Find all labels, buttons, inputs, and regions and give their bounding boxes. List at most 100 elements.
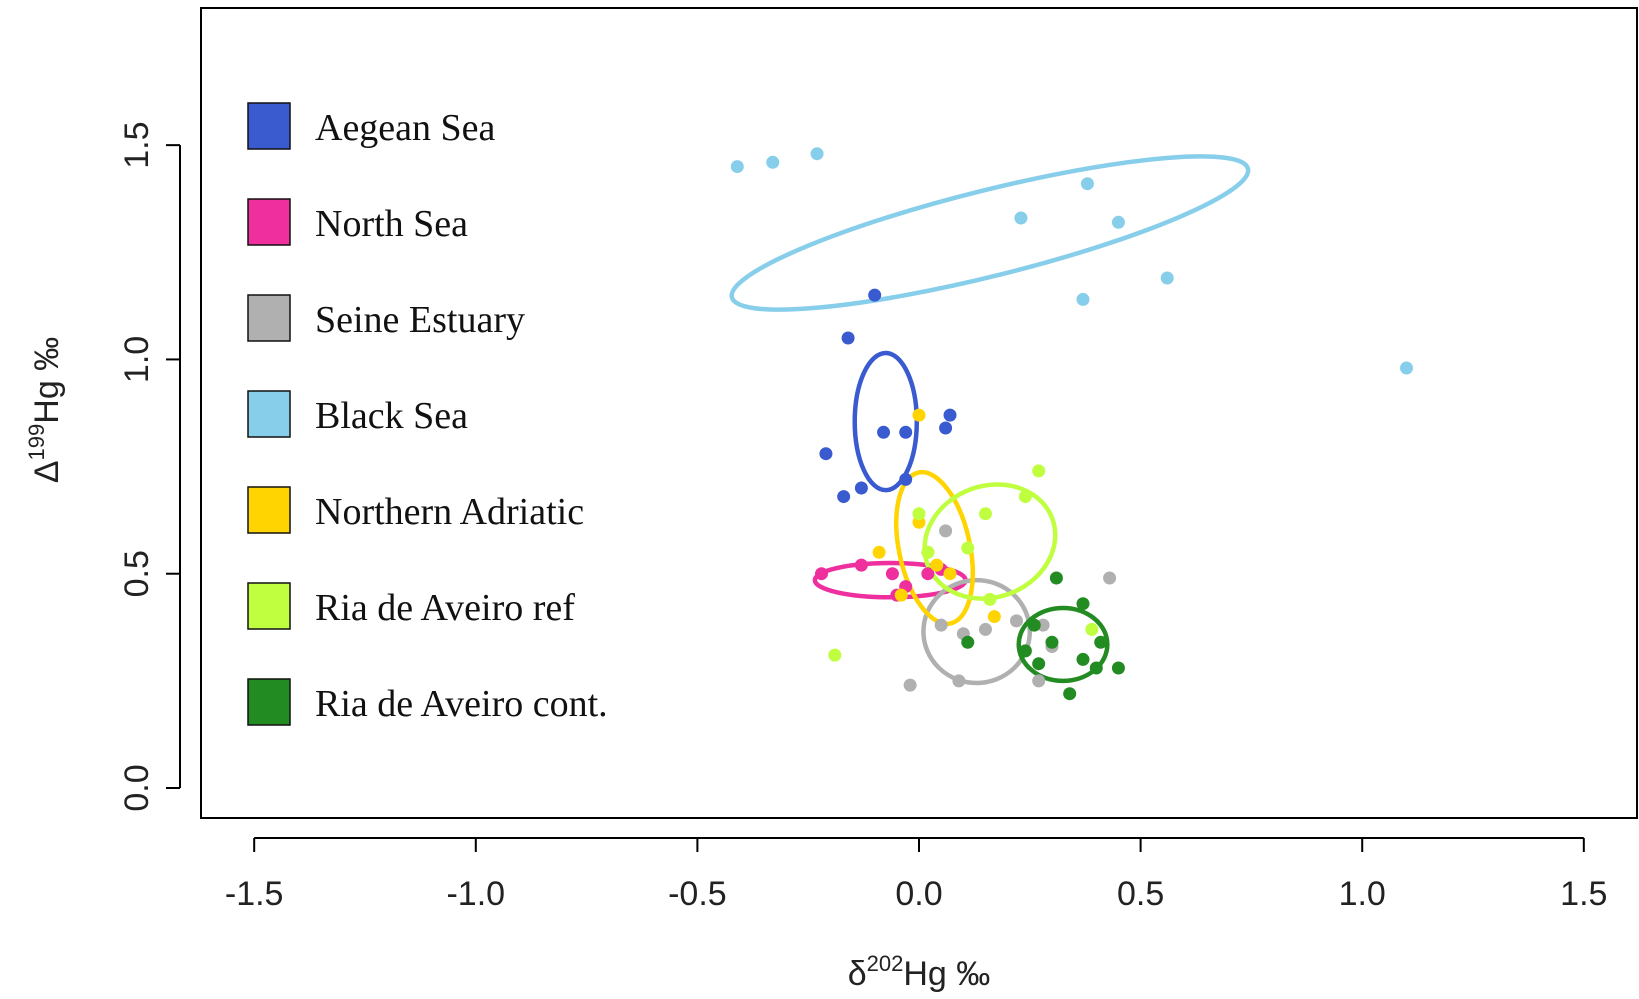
ellipse-northern-adriatic: [894, 469, 975, 627]
data-point: [943, 408, 957, 422]
data-point: [828, 648, 842, 662]
point-layer: [730, 147, 1414, 701]
data-point: [978, 507, 992, 521]
data-point: [1049, 571, 1063, 585]
data-point: [1103, 571, 1117, 585]
y-tick-label: 1.5: [118, 122, 156, 169]
data-point: [1032, 674, 1046, 688]
data-point: [1076, 292, 1090, 306]
data-point: [1018, 490, 1032, 504]
x-tick-label: 0.0: [895, 875, 942, 913]
data-point: [1089, 661, 1103, 675]
data-point: [943, 567, 957, 581]
x-axis: -1.5 -1.0 -0.5 0.0 0.5 1.0 1.5: [225, 837, 1607, 913]
y-axis-title-sup: 199: [24, 424, 49, 461]
legend-swatch: [247, 102, 291, 150]
legend-label: Aegean Sea: [315, 107, 496, 149]
y-axis-title-prefix: Δ: [28, 460, 66, 483]
data-point: [868, 288, 882, 302]
data-point: [912, 408, 926, 422]
x-tick-label: 0.5: [1117, 875, 1164, 913]
data-point: [810, 147, 824, 161]
ellipse-ria-de-aveiro-ref: [922, 482, 1058, 601]
ellipse-seine-estuary: [921, 577, 1033, 686]
x-axis-title-main: Hg ‰: [903, 955, 990, 993]
legend-swatch: [247, 294, 291, 342]
data-point: [978, 622, 992, 636]
data-point: [837, 490, 851, 504]
legend-swatch: [247, 486, 291, 534]
data-point: [921, 567, 935, 581]
plot-frame: [200, 7, 1638, 819]
data-point: [1014, 211, 1028, 225]
legend-label: Seine Estuary: [315, 299, 525, 341]
x-axis-title: δ202Hg ‰: [848, 951, 991, 993]
data-point: [1045, 635, 1059, 649]
data-point: [1111, 661, 1125, 675]
data-point: [1400, 361, 1414, 375]
y-tick-label: 0.0: [118, 764, 156, 811]
data-point: [1076, 652, 1090, 666]
data-point: [921, 545, 935, 559]
y-axis: 0.0 0.5 1.0 1.5: [118, 122, 181, 812]
legend-label: Northern Adriatic: [315, 491, 584, 533]
legend-swatch: [247, 198, 291, 246]
x-tick-label: -0.5: [668, 875, 727, 913]
data-point: [987, 610, 1001, 624]
data-point: [814, 567, 828, 581]
data-point: [903, 678, 917, 692]
data-point: [885, 567, 899, 581]
data-point: [730, 160, 744, 174]
legend-swatch: [247, 678, 291, 726]
legend-label: Ria de Aveiro ref: [315, 587, 575, 629]
y-tick-label: 0.5: [118, 550, 156, 597]
data-point: [1018, 644, 1032, 658]
data-point: [934, 618, 948, 632]
x-tick-label: -1.0: [446, 875, 505, 913]
x-axis-title-prefix: δ: [848, 955, 867, 993]
data-point: [930, 558, 944, 572]
data-point: [1027, 618, 1041, 632]
data-point: [899, 425, 913, 439]
ellipse-aegean-sea: [852, 350, 920, 493]
legend: Aegean Sea North Sea Seine Estuary Black Se…: [247, 102, 608, 726]
data-point: [854, 558, 868, 572]
data-point: [1076, 597, 1090, 611]
legend-swatch: [247, 582, 291, 630]
data-point: [1085, 622, 1099, 636]
ellipse-layer: [729, 154, 1251, 686]
data-point: [894, 588, 908, 602]
data-point: [1032, 657, 1046, 671]
data-point: [939, 421, 953, 435]
data-point: [1010, 614, 1024, 628]
legend-label: Ria de Aveiro cont.: [315, 683, 608, 725]
data-point: [1080, 177, 1094, 191]
data-point: [1111, 215, 1125, 229]
data-point: [961, 541, 975, 555]
x-tick-label: 1.0: [1339, 875, 1386, 913]
data-point: [1032, 464, 1046, 478]
data-point: [1063, 687, 1077, 701]
y-axis-title: Δ199Hg ‰: [24, 337, 66, 483]
data-point: [939, 524, 953, 538]
data-point: [1160, 271, 1174, 285]
data-point: [872, 545, 886, 559]
y-tick-label: 1.0: [118, 336, 156, 383]
ellipse-ria-de-aveiro-cont: [1016, 605, 1110, 684]
data-point: [819, 447, 833, 461]
legend-swatch: [247, 390, 291, 438]
x-axis-title-sup: 202: [867, 951, 904, 976]
data-point: [877, 425, 891, 439]
legend-label: North Sea: [315, 203, 468, 245]
x-tick-label: -1.5: [225, 875, 284, 913]
data-point: [952, 674, 966, 688]
ellipse-black-sea: [729, 154, 1251, 312]
data-point: [899, 472, 913, 486]
data-point: [912, 507, 926, 521]
data-point: [854, 481, 868, 495]
data-point: [841, 331, 855, 345]
legend-label: Black Sea: [315, 395, 468, 437]
data-point: [766, 155, 780, 169]
y-axis-title-main: Hg ‰: [28, 337, 66, 424]
